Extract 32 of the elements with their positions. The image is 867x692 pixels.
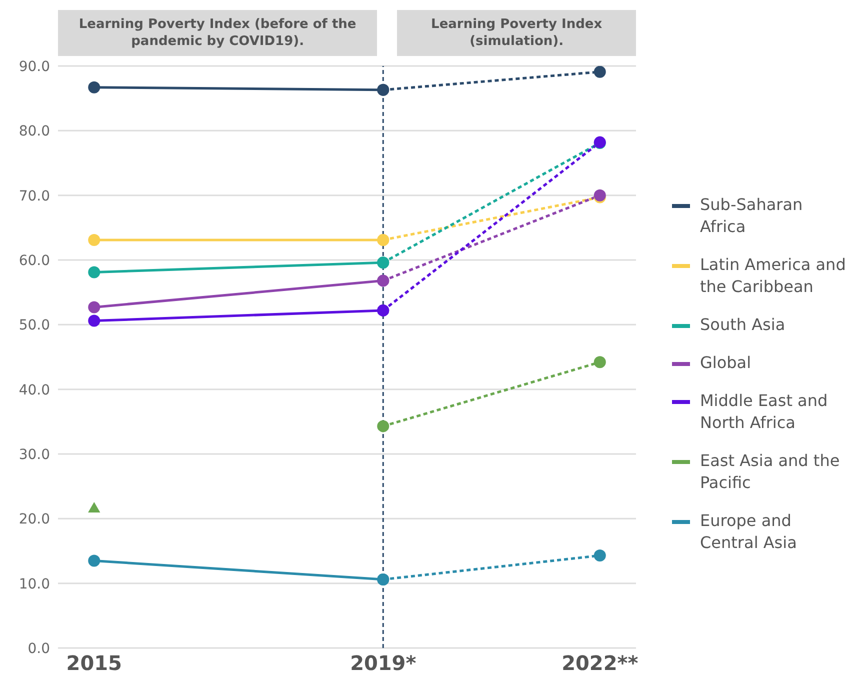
legend-label: Latin America and the Caribbean: [700, 254, 847, 298]
x-tick-label: 2019*: [350, 651, 417, 676]
y-tick-label: 60.0: [18, 252, 50, 269]
point: [594, 66, 606, 78]
point: [88, 301, 100, 314]
text: Learning Poverty Index (simulation).: [397, 10, 636, 56]
y-tick-label: 50.0: [18, 318, 50, 334]
point: [88, 554, 100, 567]
y-tick-label: 30.0: [18, 446, 50, 463]
x-tick-label: 2022**: [562, 651, 639, 676]
point: [88, 266, 100, 278]
point: [88, 81, 100, 94]
y-tick-label: 20.0: [18, 512, 50, 528]
y-tick-label: 10.0: [18, 576, 50, 592]
y-tick-label: 90.0: [18, 58, 50, 75]
y-tick-label: 80.0: [18, 124, 50, 140]
x-tick-label: 2015: [66, 651, 122, 676]
legend-label: East Asia and the Pacific: [700, 450, 841, 494]
y-tick-label: 40.0: [18, 382, 50, 398]
text: Learning Poverty Index (before of the pandemic by COVID19).: [58, 10, 378, 56]
point: [594, 550, 606, 562]
legend-label: Middle East and North Africa: [700, 390, 829, 434]
legend-label: Europe and Central Asia: [700, 510, 798, 554]
legend-label: Global: [700, 352, 752, 374]
y-tick-label: 0.0: [28, 640, 50, 657]
point: [88, 314, 100, 327]
legend-label: South Asia: [700, 314, 786, 336]
legend-label: Sub-Saharan Africa: [700, 194, 804, 238]
point: [88, 234, 100, 246]
y-tick-label: 70.0: [18, 188, 50, 204]
point: [377, 420, 390, 432]
point: [594, 356, 606, 368]
